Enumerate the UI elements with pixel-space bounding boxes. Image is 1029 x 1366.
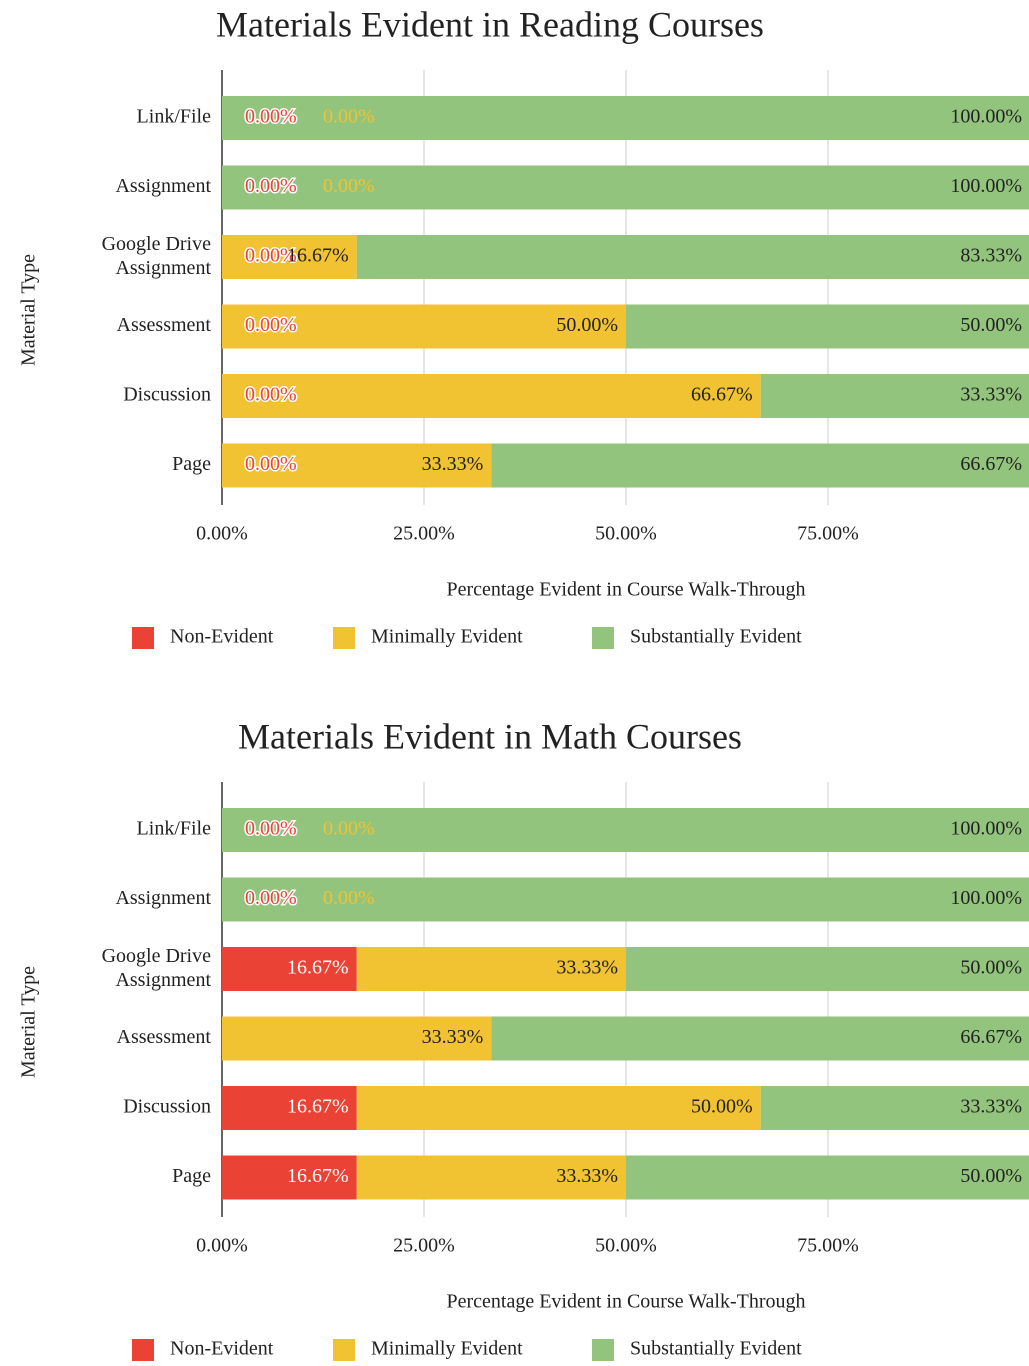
data-label: 33.33% (960, 1096, 1022, 1118)
data-label: 16.67% (287, 1165, 349, 1187)
bar-segment (222, 165, 1029, 210)
data-label: 66.67% (691, 384, 753, 406)
bar-segment (222, 374, 761, 418)
x-axis-title: Percentage Evident in Course Walk-Throug… (446, 579, 805, 601)
bar-segment (222, 877, 1029, 922)
x-axis-title: Percentage Evident in Course Walk-Throug… (446, 1291, 805, 1313)
y-axis-title: Material Type (18, 254, 40, 366)
bar-segment (222, 443, 492, 488)
y-tick-label: Google Drive Assignment (102, 945, 212, 991)
legend-label: Substantially Evident (630, 1338, 802, 1360)
bar-segment (222, 1155, 357, 1200)
y-tick-label: Link/File (137, 818, 212, 840)
data-label: 16.67% (287, 245, 349, 267)
data-label: 0.00% (245, 314, 297, 336)
x-tick-label: 25.00% (393, 1235, 455, 1257)
bar-segment (222, 235, 357, 279)
legend-label: Substantially Evident (630, 626, 802, 648)
bar-segment (222, 1086, 357, 1130)
legend-swatch (132, 1339, 154, 1361)
legend-swatch (592, 1339, 614, 1361)
data-label: 33.33% (422, 453, 484, 475)
x-tick-label: 50.00% (595, 1235, 657, 1257)
data-label: 50.00% (960, 957, 1022, 979)
legend-label: Minimally Evident (371, 1338, 523, 1360)
data-label: 0.00% (245, 384, 297, 406)
bar-segment (491, 443, 1029, 488)
data-label: 66.67% (960, 1026, 1022, 1048)
x-tick-label: 75.00% (797, 523, 859, 545)
legend-label: Non-Evident (170, 1338, 274, 1360)
y-tick-label: Page (172, 1165, 211, 1187)
y-tick-label: Assignment (115, 175, 211, 197)
data-label: 0.00% (323, 887, 375, 909)
bar-segment (356, 947, 626, 991)
data-label: 100.00% (950, 818, 1022, 840)
bar-segment (626, 947, 1029, 991)
legend-label: Minimally Evident (371, 626, 523, 648)
y-tick-label: Link/File (137, 106, 212, 128)
data-label: 50.00% (960, 314, 1022, 336)
y-tick-label: Discussion (123, 1096, 211, 1118)
x-tick-label: 0.00% (196, 523, 248, 545)
data-label: 66.67% (960, 453, 1022, 475)
x-tick-label: 0.00% (196, 1235, 248, 1257)
data-label: 0.00% (323, 175, 375, 197)
data-label: 33.33% (960, 384, 1022, 406)
data-label: 50.00% (691, 1096, 753, 1118)
bar-segment (626, 304, 1029, 349)
x-tick-label: 50.00% (595, 523, 657, 545)
data-label: 16.67% (287, 1096, 349, 1118)
data-label: 16.67% (287, 957, 349, 979)
legend-swatch (333, 1339, 355, 1361)
data-label: 83.33% (960, 245, 1022, 267)
legend-label: Non-Evident (170, 626, 274, 648)
chart-title: Materials Evident in Reading Courses (216, 4, 764, 44)
data-label: 33.33% (556, 1165, 618, 1187)
bar-segment (760, 1086, 1029, 1130)
data-label: 0.00% (245, 887, 297, 909)
data-label: 0.00% (245, 106, 297, 128)
y-tick-label: Assessment (117, 1026, 212, 1048)
data-label: 33.33% (422, 1026, 484, 1048)
y-tick-label: Page (172, 453, 211, 475)
data-label: 100.00% (950, 106, 1022, 128)
chart-title: Materials Evident in Math Courses (238, 716, 742, 756)
bar-segment (626, 1155, 1029, 1200)
data-label: 0.00% (323, 106, 375, 128)
data-label: 50.00% (960, 1165, 1022, 1187)
bar-segment (222, 808, 1029, 852)
data-label: 0.00% (323, 818, 375, 840)
data-label: 0.00% (245, 175, 297, 197)
y-tick-label: Google Drive Assignment (102, 233, 212, 279)
bar-segment (222, 1016, 492, 1061)
data-label: 0.00% (245, 453, 297, 475)
bar-segment (356, 1155, 626, 1200)
bar-segment (760, 374, 1029, 418)
legend-swatch (333, 627, 355, 649)
y-tick-label: Assignment (115, 887, 211, 909)
y-tick-label: Discussion (123, 384, 211, 406)
bar-segment (356, 235, 1029, 279)
data-label: 33.33% (556, 957, 618, 979)
data-label: 50.00% (556, 314, 618, 336)
bar-segment (222, 96, 1029, 140)
y-tick-label: Assessment (117, 314, 212, 336)
x-tick-label: 25.00% (393, 523, 455, 545)
bar-segment (491, 1016, 1029, 1061)
data-label: 0.00% (245, 818, 297, 840)
bar-segment (356, 1086, 761, 1130)
legend-swatch (132, 627, 154, 649)
y-axis-title: Material Type (18, 966, 40, 1078)
bar-segment (222, 947, 357, 991)
legend-swatch (592, 627, 614, 649)
x-tick-label: 75.00% (797, 1235, 859, 1257)
bar-segment (222, 304, 626, 349)
data-label: 100.00% (950, 887, 1022, 909)
data-label: 100.00% (950, 175, 1022, 197)
data-label: 0.00% (245, 245, 297, 267)
